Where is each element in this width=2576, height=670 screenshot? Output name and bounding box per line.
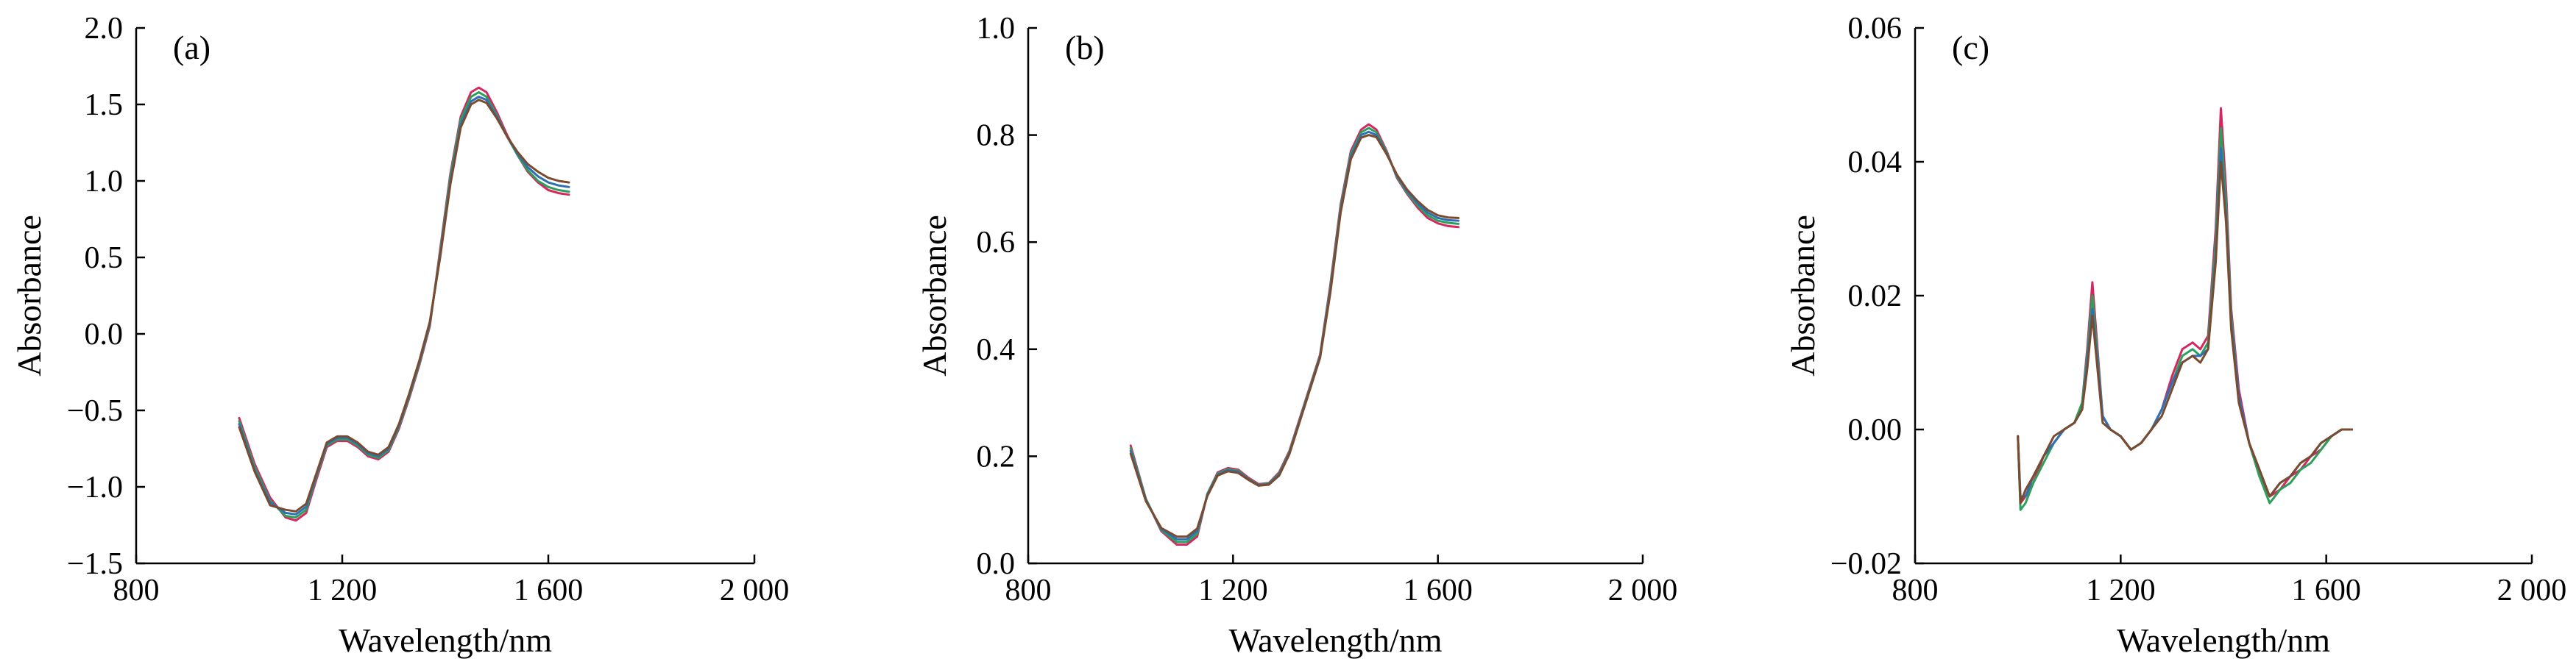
series-line [1129, 126, 1459, 544]
y-axis-title: Absorbance [10, 215, 48, 377]
series-line [238, 99, 570, 513]
series-line [238, 86, 570, 522]
x-tick-label: 1 200 [2086, 574, 2156, 607]
x-axis-title: Wavelength/nm [2117, 621, 2330, 659]
series-line [2017, 147, 2354, 498]
series-line [1129, 134, 1459, 538]
y-tick-label: 0.5 [85, 241, 124, 275]
x-tick-label: 1 600 [1403, 574, 1473, 607]
series-line [2017, 107, 2354, 505]
y-tick-label: −0.02 [1830, 547, 1902, 581]
x-axis-title: Wavelength/nm [1228, 621, 1442, 659]
y-tick-label: 0.0 [977, 547, 1016, 581]
x-tick-label: 2 000 [2497, 574, 2567, 607]
x-tick-label: 1 200 [308, 574, 378, 607]
chart-panel-3: 800 1 200 1 600 2 000 −0.02 0.00 0.02 0.04 0.06 W… [1784, 12, 2566, 659]
x-tick-label: 1 600 [2291, 574, 2361, 607]
y-axis-title: Absorbance [1784, 215, 1822, 377]
series-line [2017, 160, 2354, 505]
x-tick-label: 1 200 [1198, 574, 1268, 607]
panel-label: (a) [173, 29, 210, 66]
y-tick-label: 2.0 [85, 12, 124, 46]
y-tick-label: 0.4 [977, 333, 1016, 367]
y-tick-label: 1.5 [85, 88, 124, 122]
y-tick-label: 0.06 [1848, 12, 1903, 46]
y-tick-label: 0.04 [1848, 146, 1903, 179]
y-tick-label: 0.02 [1848, 279, 1903, 313]
x-tick-label: 2 000 [720, 574, 790, 607]
y-tick-label: 1.0 [85, 165, 124, 199]
y-tick-label: −1.5 [67, 547, 123, 581]
x-tick-label: 800 [113, 574, 160, 607]
x-tick-label: 800 [1005, 574, 1052, 607]
x-tick-label: 1 600 [514, 574, 584, 607]
y-tick-label: −0.5 [67, 394, 123, 428]
y-tick-label: 0.0 [85, 318, 124, 352]
x-axis-title: Wavelength/nm [339, 621, 552, 659]
panel-label: (b) [1065, 29, 1105, 66]
chart-panel-2: 800 1 200 1 600 2 000 0.0 0.2 0.4 0.6 0.8 1.0 Wave… [916, 12, 1677, 659]
x-tick-label: 800 [1892, 574, 1939, 607]
chart-panel-1: 800 1 200 1 600 2 000 −1.5 −1.0 −0.5 0.0 0.5 1.0 1… [10, 12, 789, 659]
y-tick-label: 0.2 [977, 440, 1016, 474]
x-tick-label: 2 000 [1608, 574, 1678, 607]
series-line [2017, 127, 2354, 511]
y-tick-label: 0.6 [977, 226, 1016, 260]
y-tick-label: −1.0 [67, 471, 123, 505]
series-line [1129, 123, 1459, 546]
y-tick-label: 0.00 [1848, 413, 1903, 447]
y-tick-label: 0.8 [977, 119, 1016, 153]
y-axis-title: Absorbance [916, 215, 953, 377]
y-tick-label: 1.0 [977, 12, 1016, 46]
panel-label: (c) [1952, 29, 1989, 66]
